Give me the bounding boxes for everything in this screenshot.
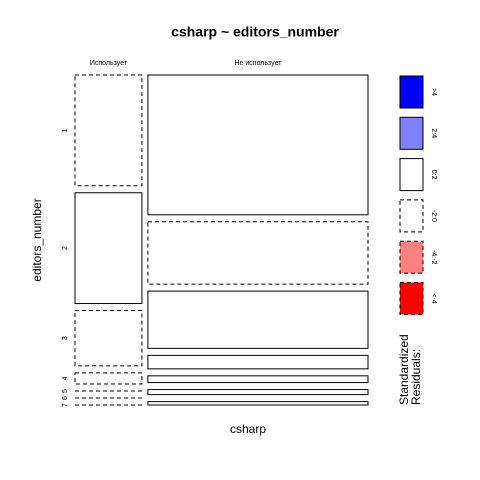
mosaic-cell xyxy=(74,192,143,305)
legend-swatch xyxy=(399,240,424,274)
legend-label: <-4 xyxy=(430,293,437,303)
legend-label: 2:4 xyxy=(430,128,437,138)
mosaic-cell xyxy=(147,290,369,349)
legend-title: Residuals: xyxy=(409,349,423,405)
mosaic-cell xyxy=(147,375,369,384)
legend-swatch xyxy=(399,75,424,109)
mosaic-cell xyxy=(147,74,369,216)
row-label: 3 xyxy=(62,336,69,340)
mosaic-cell xyxy=(74,372,143,385)
legend-label: >4 xyxy=(430,88,437,96)
mosaic-cell xyxy=(74,310,143,367)
mosaic-cell xyxy=(147,401,369,406)
row-label: 5 xyxy=(62,389,69,393)
column-label: Использует xyxy=(90,60,128,67)
legend-swatch xyxy=(399,116,424,150)
mosaic-cell xyxy=(147,354,369,370)
row-label: 7 xyxy=(62,403,69,407)
x-axis-label: csharp xyxy=(230,422,266,436)
legend-label: 0:2 xyxy=(430,170,437,180)
chart-title: csharp ~ editors_number xyxy=(171,24,339,40)
row-label: 2 xyxy=(62,246,69,250)
legend-label: -4:-2 xyxy=(430,250,437,265)
column-label: Не использует xyxy=(234,60,282,67)
row-label: 1 xyxy=(62,128,69,132)
legend-label: -2:0 xyxy=(430,210,437,222)
y-axis-label: editors_number xyxy=(30,198,44,281)
legend-swatch xyxy=(399,282,424,315)
row-label: 4 xyxy=(62,376,69,380)
legend-swatch xyxy=(399,199,424,233)
mosaic-cell xyxy=(147,221,369,285)
mosaic-cell xyxy=(74,74,143,187)
legend-title: Standardized xyxy=(397,334,411,405)
row-label: 6 xyxy=(62,396,69,400)
mosaic-cell xyxy=(147,389,369,396)
legend-swatch xyxy=(399,158,424,192)
